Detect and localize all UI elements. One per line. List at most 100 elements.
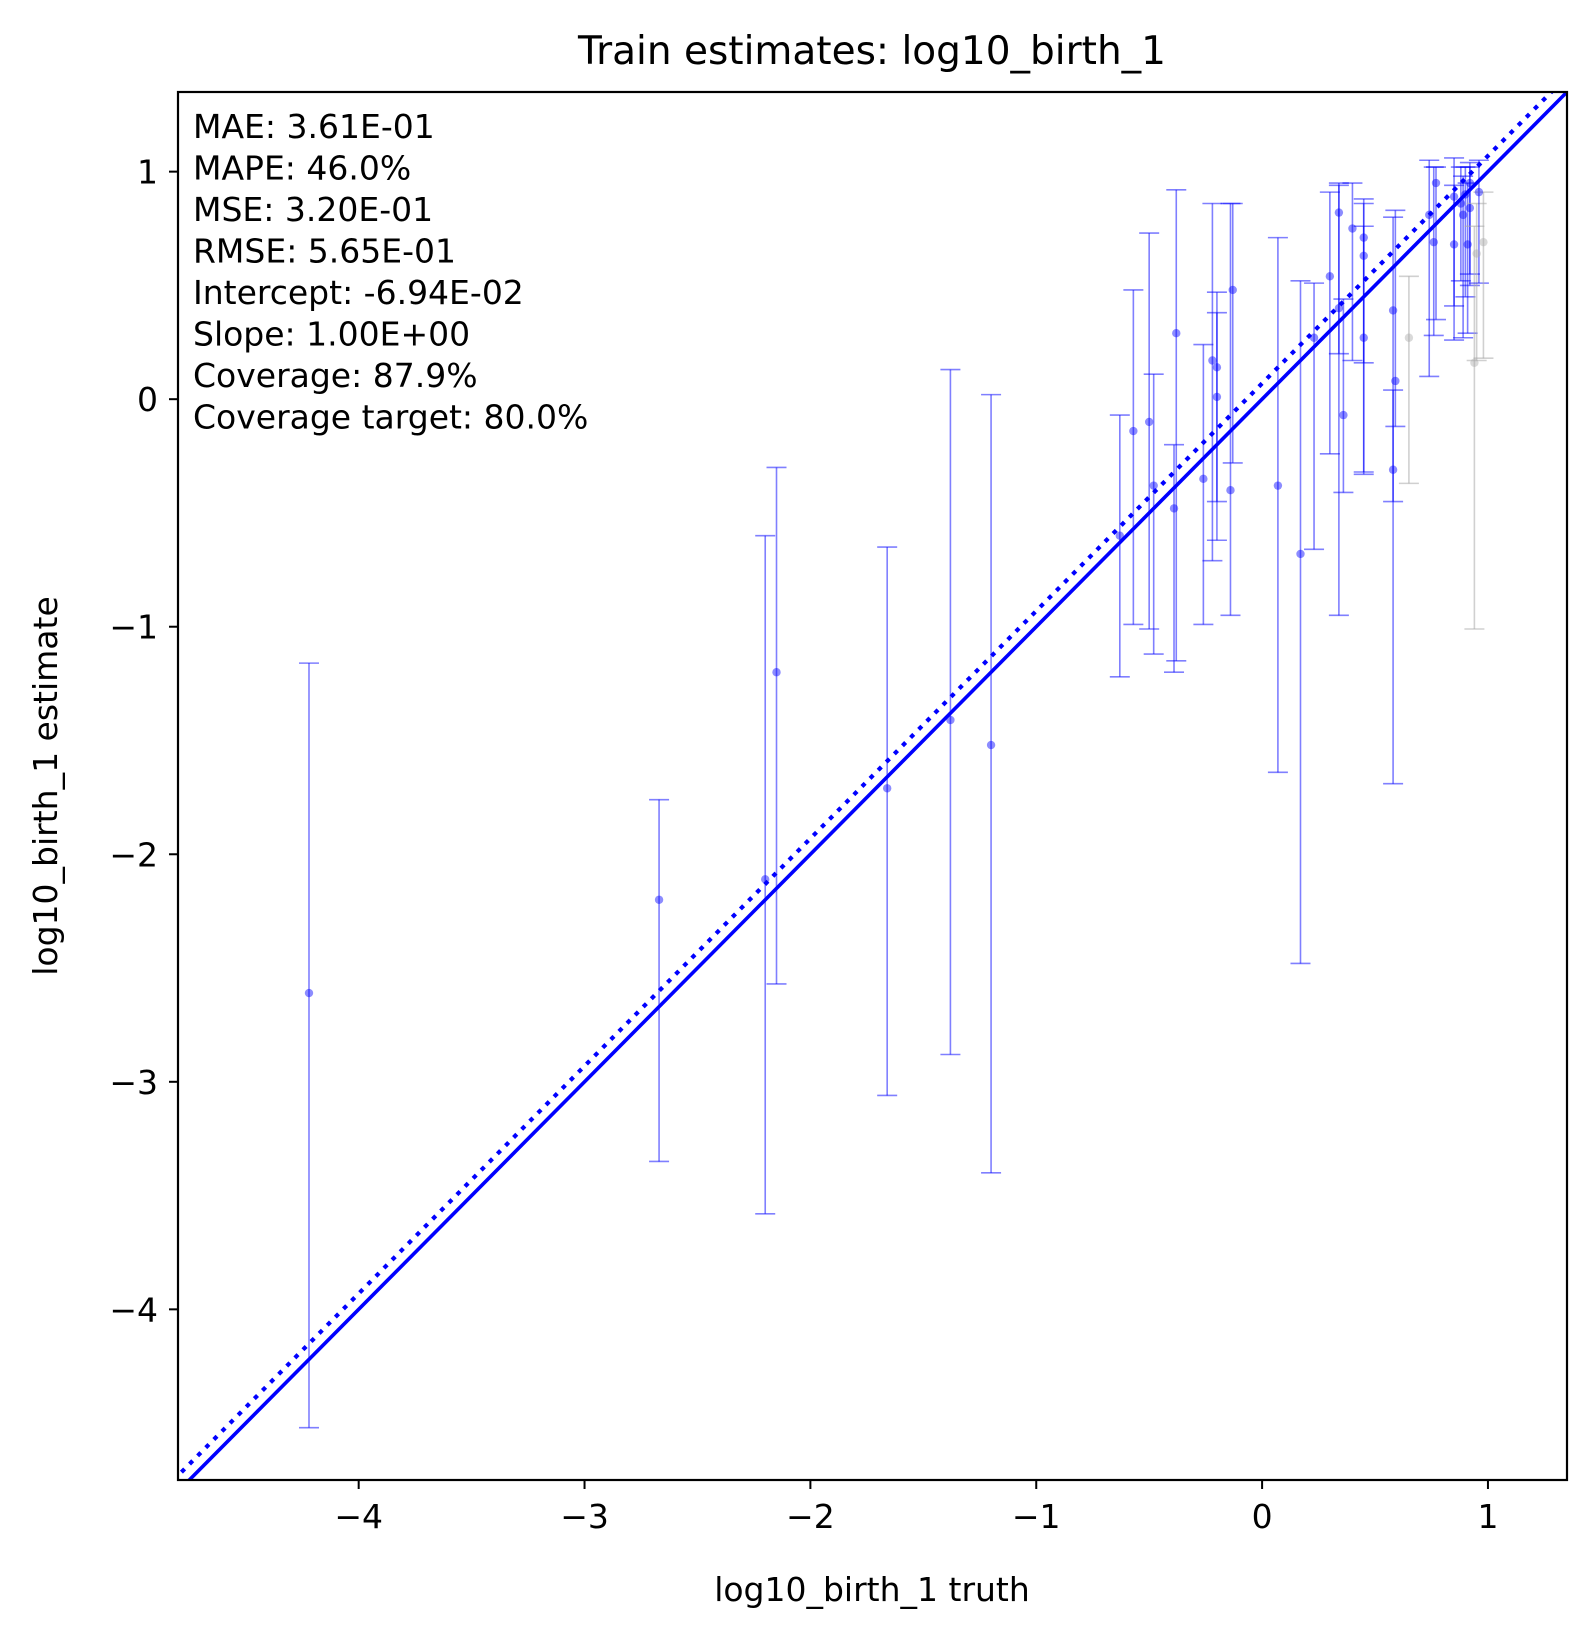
data-point [1212,392,1222,402]
y-axis-label: log10_birth_1 estimate [26,596,65,976]
data-point [1463,240,1472,249]
x-tick-label: 0 [1252,1497,1273,1536]
data-point [1273,481,1283,490]
error-bar [755,534,776,1215]
data-point [1404,333,1414,342]
stat-line: MAE: 3.61E-01 [193,107,435,146]
data-point [1431,178,1441,188]
data-point [1359,233,1368,242]
x-tick-label: 1 [1477,1497,1498,1536]
axis-ticks: −4 −3 −2 −1 0 1 −4 −3 −2 −1 0 1 [109,153,1498,1536]
plot-area [178,92,1567,1480]
error-bar [1473,191,1494,360]
data-point [1334,208,1344,217]
error-bar [1383,389,1404,503]
data-point [1359,251,1368,261]
data-point [882,784,892,793]
data-point [1458,210,1468,220]
x-tick-label: −2 [786,1497,835,1536]
error-bar [1166,189,1187,662]
error-bar [1464,225,1485,630]
data-point [1228,285,1237,295]
data-point [1456,199,1466,208]
stat-line: Slope: 1.00E+00 [193,315,470,354]
data-point [1144,417,1154,427]
x-tick-label: −3 [560,1497,609,1536]
data-point [1474,187,1484,197]
fit-line [178,92,1555,1479]
data-point [1465,178,1475,188]
data-point [1309,333,1319,342]
data-point [1212,363,1222,372]
error-bar [981,393,1002,1174]
error-bar [1419,159,1440,378]
y-tick-label: −1 [109,608,158,647]
data-point [1388,465,1398,474]
error-bar [1193,343,1214,626]
data-point [1115,531,1125,540]
data-point [1461,190,1470,199]
data-point [1172,328,1181,338]
data-point [1348,224,1357,233]
error-bar [1398,275,1419,485]
data-point [1334,303,1344,313]
error-bar [1143,373,1164,655]
data-point [1465,203,1475,213]
x-tick-label: −4 [334,1497,383,1536]
error-bar [1353,225,1374,476]
data-point [1296,549,1305,559]
plot-frame [176,90,1569,1482]
data-point [1470,358,1479,367]
error-bar [1304,282,1325,551]
stat-line: RMSE: 5.65E-01 [193,232,456,271]
error-bar [298,662,319,1429]
data-point [1149,481,1158,490]
error-bar [1164,443,1185,674]
y-tick-label: 1 [137,153,158,192]
identity-line [186,92,1567,1480]
data-point [946,715,955,725]
data-point [761,875,770,884]
stat-line: Coverage target: 80.0% [193,398,588,437]
data-point [1208,356,1217,365]
error-bar [1123,289,1144,626]
data-point [1339,410,1348,420]
data-point [654,895,664,904]
error-bar [1290,280,1311,965]
data-point [1449,192,1459,201]
error-bar [1139,232,1160,630]
data-point [1325,272,1335,281]
x-axis-label: log10_birth_1 truth [714,1570,1030,1609]
data-point [304,988,314,998]
data-point [1199,474,1208,484]
error-bar [1333,298,1354,494]
data-point [1169,504,1179,513]
error-bar [1319,191,1340,455]
data-point [1472,249,1481,258]
y-tick-label: 0 [137,380,158,419]
y-tick-label: −2 [109,835,158,874]
data-point [1359,333,1368,342]
error-bar [1267,236,1288,774]
data-point [1479,237,1488,247]
data-point [986,740,996,750]
data-point [1388,306,1398,315]
error-bar [766,466,787,985]
error-bar [649,798,670,1163]
x-tick-label: −1 [1012,1497,1061,1536]
data-point [772,668,781,677]
error-bar [877,546,898,1097]
data-point [1429,237,1438,247]
error-bar [1109,414,1130,678]
error-bar [1426,166,1447,321]
y-tick-label: −3 [109,1063,158,1102]
stat-line: MAPE: 46.0% [193,149,411,188]
chart-title: Train estimates: log10_birth_1 [577,29,1166,74]
error-bar [1342,182,1363,362]
data-point [1226,485,1235,495]
stat-line: Intercept: -6.94E-02 [193,273,524,312]
y-tick-label: −4 [109,1290,158,1329]
data-point [1391,376,1400,386]
